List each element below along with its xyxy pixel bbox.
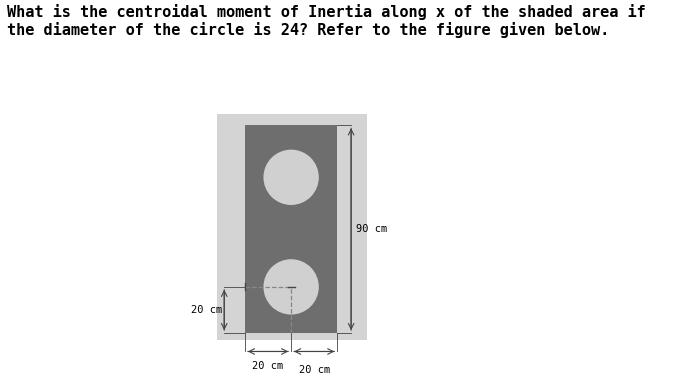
Circle shape: [264, 259, 319, 315]
Bar: [217, 114, 367, 340]
Text: 90 cm: 90 cm: [356, 224, 387, 234]
Circle shape: [264, 150, 319, 205]
Text: 20 cm: 20 cm: [299, 365, 329, 375]
Text: 20 cm: 20 cm: [253, 361, 284, 371]
Text: 20 cm: 20 cm: [190, 305, 222, 315]
Bar: [245, 125, 337, 333]
Text: What is the centroidal moment of Inertia along x of the shaded area if
the diame: What is the centroidal moment of Inertia…: [7, 4, 645, 38]
